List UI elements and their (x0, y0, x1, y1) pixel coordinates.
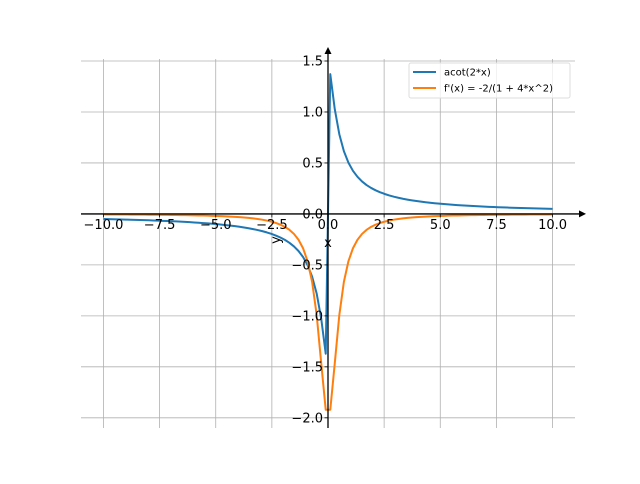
x-tick-label: 7.5 (486, 218, 507, 233)
y-tick-label: 0.5 (302, 156, 323, 171)
legend-box (408, 62, 571, 99)
x-tick-label: −10.0 (84, 218, 124, 233)
axes (81, 47, 586, 428)
x-tick-label: 10.0 (538, 218, 567, 233)
y-axis-arrow-icon (324, 47, 332, 54)
y-tick-label: −0.5 (291, 258, 323, 273)
x-axis-label: x (324, 236, 332, 251)
y-tick-label: 1.0 (302, 105, 323, 120)
tick-labels: −10.0 −7.5 −5.0 −2.5 0.0 2.5 5.0 7.5 10.0 −2.0 −1.… (84, 54, 567, 426)
x-tick-label: 5.0 (430, 218, 451, 233)
x-axis-arrow-icon (579, 210, 586, 218)
x-tick-label: 2.5 (374, 218, 395, 233)
y-tick-label: 1.5 (302, 54, 323, 69)
x-tick-label: −2.5 (256, 218, 288, 233)
y-tick-label: 0.0 (302, 207, 323, 222)
y-axis-label: y (269, 236, 284, 244)
legend-label-1: f'(x) = -2/(1 + 4*x^2) (444, 84, 553, 95)
legend: acot(2*x) f'(x) = -2/(1 + 4*x^2) (408, 62, 571, 99)
y-tick-label: −1.5 (291, 360, 323, 375)
y-tick-label: −1.0 (291, 309, 323, 324)
x-tick-label: 0.0 (318, 218, 339, 233)
x-tick-label: −7.5 (144, 218, 176, 233)
x-tick-label: −5.0 (200, 218, 232, 233)
y-tick-label: −2.0 (291, 411, 323, 426)
legend-label-0: acot(2*x) (444, 68, 491, 79)
